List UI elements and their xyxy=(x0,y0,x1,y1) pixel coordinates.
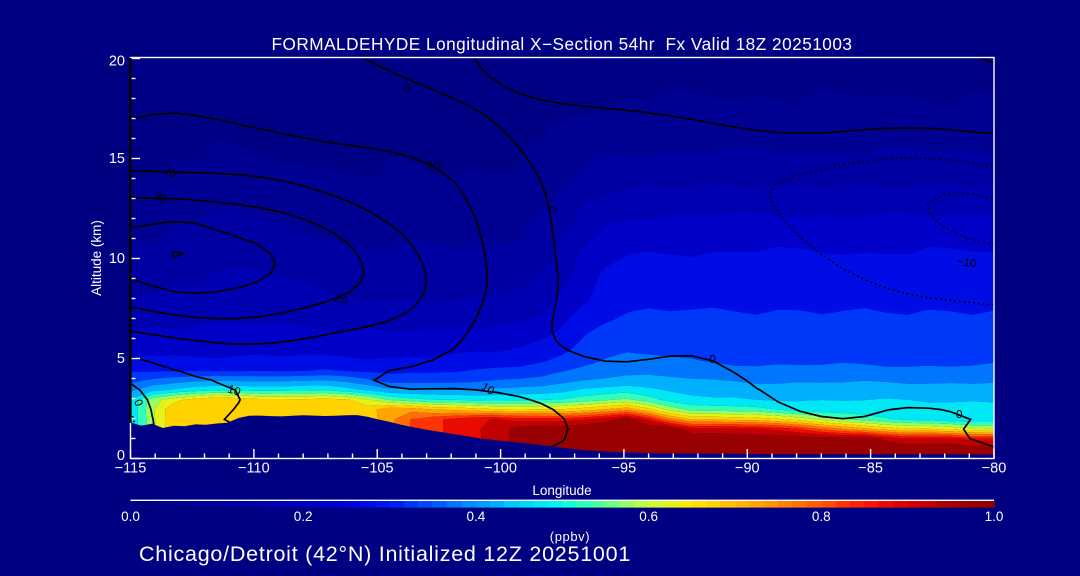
svg-text:0: 0 xyxy=(544,205,557,213)
svg-text:−10: −10 xyxy=(956,256,977,271)
svg-text:10: 10 xyxy=(226,383,242,398)
svg-text:10: 10 xyxy=(479,381,496,398)
svg-text:FORMALDEHYDE Longitudinal X−Se: FORMALDEHYDE Longitudinal X−Section 54hr… xyxy=(271,34,852,54)
svg-text:0: 0 xyxy=(708,354,716,367)
svg-text:0: 0 xyxy=(402,82,411,95)
svg-text:0.6: 0.6 xyxy=(639,509,658,524)
svg-text:−115: −115 xyxy=(115,461,147,477)
svg-text:(ppbv): (ppbv) xyxy=(550,529,590,544)
svg-text:0: 0 xyxy=(956,409,963,421)
svg-text:−90: −90 xyxy=(735,461,760,477)
svg-text:10: 10 xyxy=(109,251,125,267)
svg-text:−80: −80 xyxy=(982,461,1007,477)
svg-text:−95: −95 xyxy=(612,461,637,477)
svg-text:0.0: 0.0 xyxy=(121,509,140,524)
svg-text:20: 20 xyxy=(161,164,178,181)
svg-text:30: 30 xyxy=(152,190,169,207)
svg-text:20: 20 xyxy=(333,292,349,308)
svg-text:−100: −100 xyxy=(484,461,517,477)
svg-text:Chicago/Detroit (42°N) Initial: Chicago/Detroit (42°N) Initialized 12Z 2… xyxy=(139,542,631,566)
svg-text:Longitude: Longitude xyxy=(532,483,591,498)
svg-text:0.8: 0.8 xyxy=(812,509,831,524)
svg-text:0.2: 0.2 xyxy=(294,509,313,524)
svg-text:10: 10 xyxy=(426,159,440,173)
svg-text:1.0: 1.0 xyxy=(985,509,1004,524)
svg-text:0.4: 0.4 xyxy=(467,509,486,524)
svg-text:0: 0 xyxy=(131,398,144,408)
svg-text:−110: −110 xyxy=(238,461,270,477)
svg-text:20: 20 xyxy=(109,54,125,70)
svg-text:Altitude (km): Altitude (km) xyxy=(89,220,104,296)
svg-text:15: 15 xyxy=(109,151,125,167)
svg-text:5: 5 xyxy=(117,351,125,367)
svg-text:−85: −85 xyxy=(858,461,883,477)
svg-text:0: 0 xyxy=(117,448,125,464)
svg-text:−105: −105 xyxy=(361,461,394,477)
